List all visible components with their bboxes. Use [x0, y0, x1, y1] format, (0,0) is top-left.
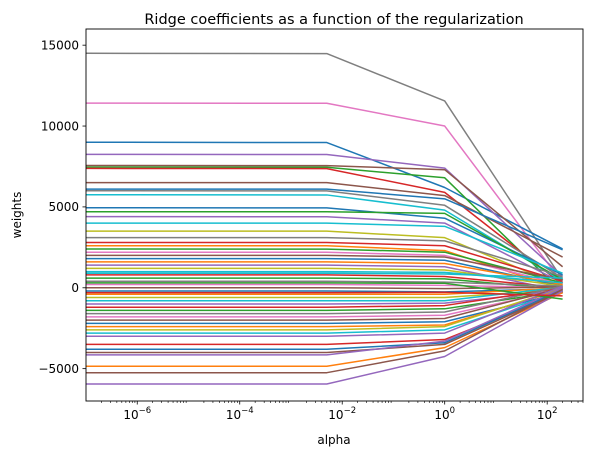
x-tick-label: 10−6 [123, 406, 151, 422]
y-tick-label: 0 [71, 281, 79, 295]
series-line-38 [86, 287, 563, 308]
series-line-28 [86, 274, 563, 289]
series-line-33 [86, 287, 563, 293]
series-line-55 [86, 282, 563, 300]
series-line-21 [86, 251, 563, 286]
series-line-57 [86, 272, 563, 279]
series-line-20 [85, 248, 563, 284]
series-line-17 [86, 236, 563, 278]
series-line-30 [86, 280, 563, 287]
y-tick-label: −5000 [38, 362, 79, 376]
y-tick-label: 15000 [41, 38, 79, 52]
series-line-5 [85, 164, 564, 268]
x-tick-label: 102 [537, 406, 558, 422]
series-line-2 [85, 102, 564, 284]
series-line-15 [86, 222, 563, 274]
x-tick-label: 10−4 [226, 406, 254, 422]
series-line-31 [86, 283, 563, 289]
x-tick-label: 10−2 [328, 406, 356, 422]
series-line-47 [86, 285, 563, 338]
series-line-53 [86, 288, 563, 374]
series-line-8 [86, 181, 563, 258]
y-tick-label: 5000 [48, 200, 79, 214]
series-line-40 [86, 285, 563, 315]
series-line-4 [85, 153, 564, 278]
x-tick-label: 100 [434, 406, 455, 422]
series-line-7 [85, 167, 564, 286]
series-line-13 [86, 211, 563, 281]
series-lines [85, 52, 564, 385]
chart-title: Ridge coefficients as a function of the … [144, 12, 523, 28]
series-line-49 [86, 288, 563, 350]
y-tick-label: 10000 [41, 119, 79, 133]
series-line-27 [86, 270, 563, 284]
series-line-54 [86, 290, 563, 385]
x-axis: 10−6 10−4 10−2 100 102 [101, 401, 584, 422]
series-line-10 [85, 189, 564, 279]
series-line-22 [86, 254, 563, 281]
series-line-23 [86, 257, 563, 287]
series-line-16 [86, 230, 563, 287]
y-axis-label: weights [10, 192, 24, 239]
series-line-39 [86, 290, 563, 312]
series-line-56 [86, 291, 563, 297]
y-axis: −5000 0 5000 10000 15000 [38, 38, 86, 376]
series-line-25 [86, 264, 563, 292]
series-line-14 [85, 215, 563, 284]
x-axis-label: alpha [317, 433, 350, 447]
series-line-1 [85, 52, 564, 281]
series-line-32 [86, 286, 563, 290]
series-line-18 [86, 241, 563, 283]
series-line-41 [86, 288, 563, 318]
series-line-9 [86, 188, 563, 251]
series-line-6 [85, 166, 564, 294]
series-line-42 [86, 287, 563, 321]
series-line-24 [86, 261, 563, 286]
series-line-45 [86, 287, 563, 331]
series-line-51 [86, 287, 563, 356]
